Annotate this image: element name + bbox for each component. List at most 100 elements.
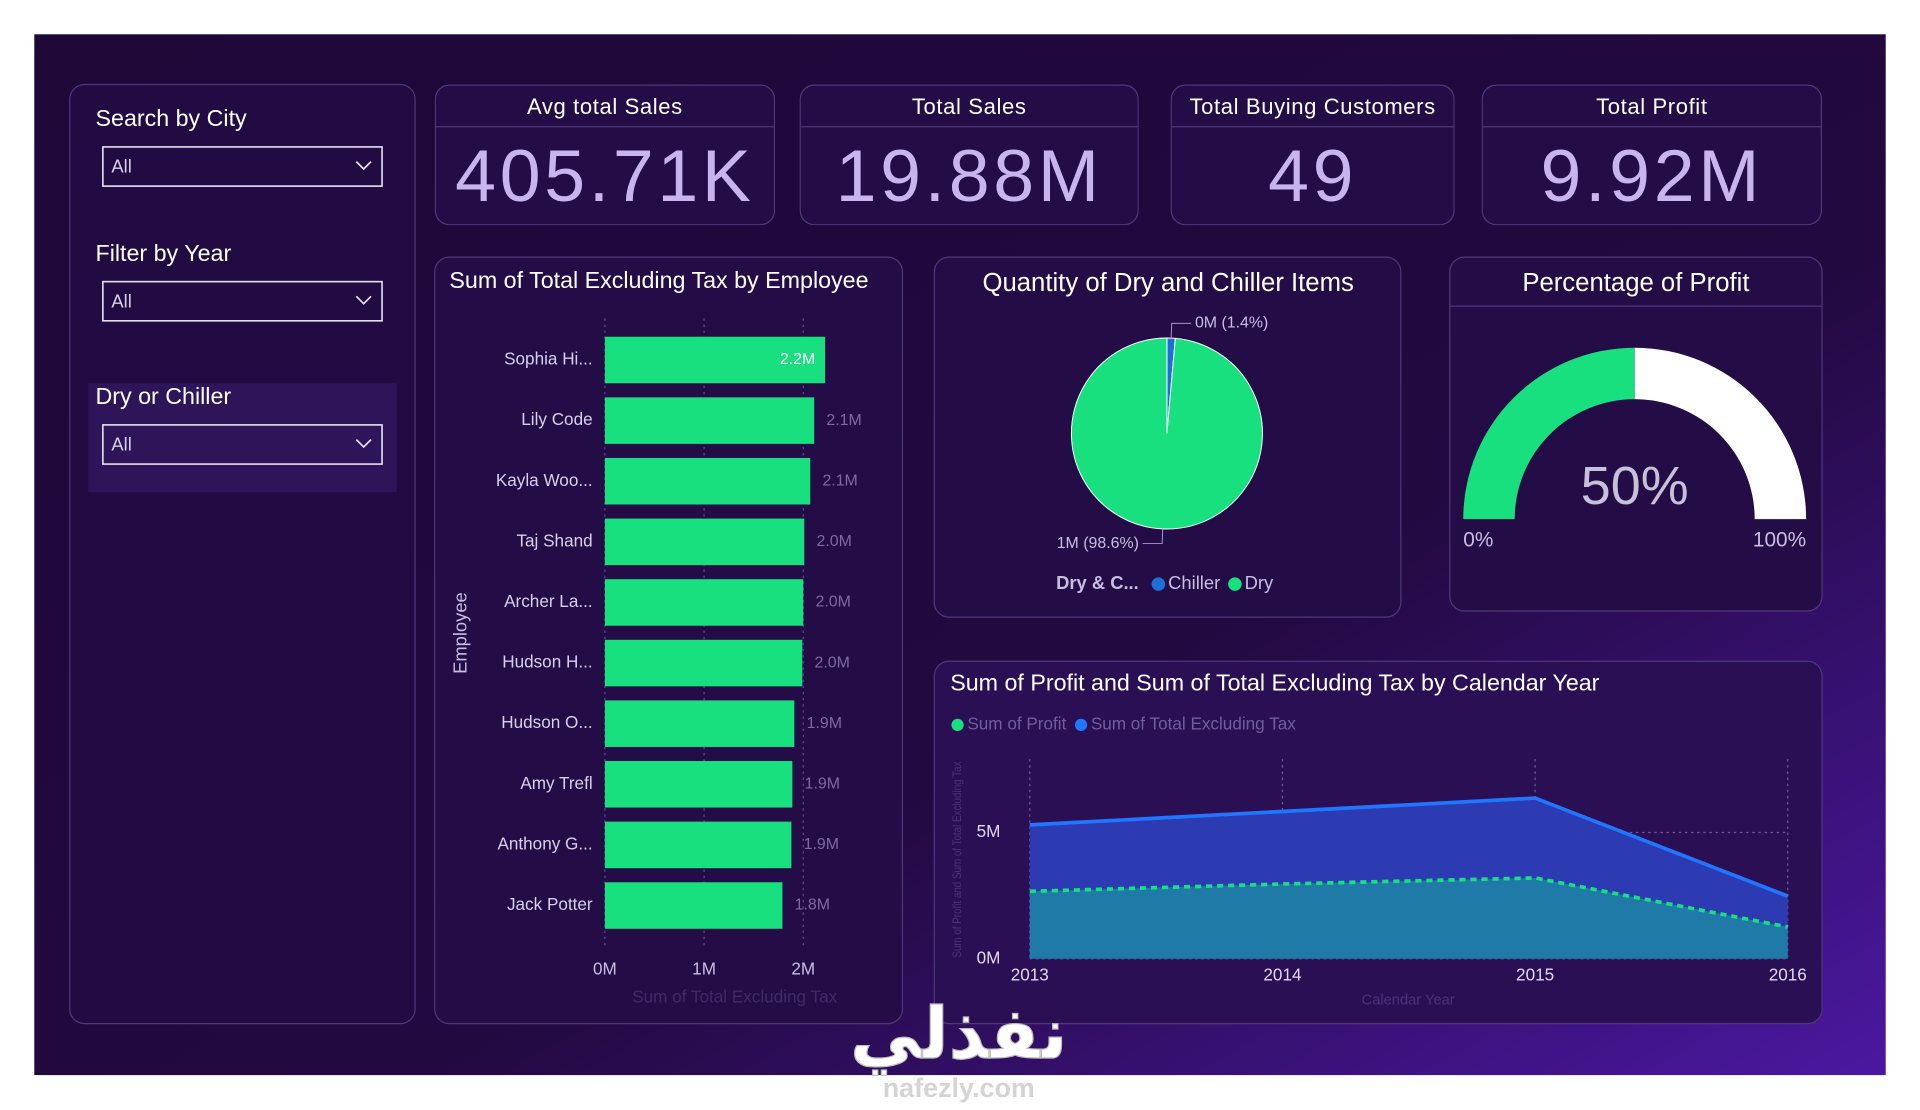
bar <box>604 336 826 384</box>
y-axis-title: Sum of Profit and Sum of Total Excluding… <box>950 762 964 958</box>
kpi-value: 405.71K <box>455 134 755 217</box>
legend-marker <box>1151 577 1166 591</box>
bar <box>604 700 795 747</box>
chart-title: Sum of Profit and Sum of Total Excluding… <box>950 670 1599 696</box>
content: Search by City All Filter by Year All Dry or… <box>96 84 1823 1103</box>
dropdown[interactable] <box>102 280 383 322</box>
data-label: 2.0M <box>815 654 850 671</box>
legend-label: Dry <box>1245 572 1274 593</box>
x-axis-title: Calendar Year <box>1362 992 1455 1008</box>
data-label: 2.1M <box>826 412 861 429</box>
x-tick-label: 0M <box>593 958 617 978</box>
chart-title: Sum of Total Excluding Tax by Employee <box>449 267 868 293</box>
bar <box>604 579 804 626</box>
watermark-text: نفذلي <box>850 992 1067 1076</box>
leader-line <box>1170 322 1192 339</box>
pie-slice <box>1071 337 1263 530</box>
category-label: Kayla Woo... <box>496 470 593 490</box>
line <box>1029 796 1789 898</box>
data-label: 1.9M <box>804 836 839 853</box>
data-label: 1.8M <box>795 897 830 914</box>
bar <box>604 397 815 444</box>
kpi-label: Total Sales <box>800 86 1138 128</box>
area <box>1029 877 1788 959</box>
x-tick-label: 2013 <box>1011 964 1049 984</box>
category-label: Lily Code <box>521 409 592 429</box>
dropdown-chevron <box>355 438 372 449</box>
kpi-value: 49 <box>1268 134 1358 217</box>
kpi-card: Total Buying Customers 49 <box>1170 84 1455 226</box>
bar <box>604 518 805 566</box>
y-tick-label: 5M <box>977 821 1001 841</box>
kpi-label: Avg total Sales <box>435 86 774 128</box>
data-label: 1.9M <box>805 775 840 792</box>
gauge-track <box>1634 347 1807 520</box>
dropdown[interactable] <box>102 424 383 465</box>
kpi-label: Total Profit <box>1482 86 1821 128</box>
data-label: 2.0M <box>817 533 852 550</box>
kpi-card-body: Avg total Sales 405.71K <box>434 84 776 226</box>
data-label: 2.1M <box>822 472 857 489</box>
dropdown-chevron <box>355 161 372 171</box>
data-label: 2.0M <box>816 594 851 611</box>
watermark-site: nafezly.com <box>883 1073 1035 1103</box>
chart-title: Percentage of Profit <box>1522 269 1749 297</box>
category-label: Jack Potter <box>507 894 593 914</box>
y-axis-title: Employee <box>449 592 470 674</box>
legend-label: Sum of Total Excluding Tax <box>1091 713 1296 733</box>
kpi-label: Total Buying Customers <box>1171 86 1454 128</box>
legend-marker <box>1074 718 1088 732</box>
kpi-card-body: Total Buying Customers 49 <box>1170 84 1455 226</box>
bar <box>604 761 793 808</box>
y-tick-label: 0M <box>977 947 1001 967</box>
filter-label: Filter by Year <box>96 240 232 266</box>
kpi-card-body: Total Profit 9.92M <box>1481 84 1823 226</box>
gauge-tick-label: 100% <box>1753 529 1806 552</box>
legend-label: Sum of Profit <box>967 713 1066 733</box>
gauge-card <box>1449 256 1823 612</box>
data-label: 1.9M <box>807 715 842 732</box>
legend-title: Dry & C... <box>1056 572 1139 593</box>
x-tick-label: 2014 <box>1263 964 1302 984</box>
gauge-value <box>1463 347 1635 520</box>
x-tick-label: 1M <box>692 958 716 978</box>
category-label: Hudson O... <box>501 712 592 732</box>
filter-panel <box>69 83 416 1025</box>
kpi-card-body: Total Sales 19.88M <box>799 84 1139 226</box>
legend-marker <box>1228 577 1242 591</box>
kpi-value: 9.92M <box>1540 134 1764 217</box>
bar <box>604 821 792 869</box>
x-tick-label: 2016 <box>1769 964 1807 984</box>
kpi-card: Total Sales 19.88M <box>799 84 1139 226</box>
line <box>1029 876 1789 929</box>
category-label: Hudson H... <box>502 652 592 672</box>
gauge-label: 50% <box>1581 456 1689 516</box>
x-axis-title: Sum of Total Excluding Tax <box>632 986 837 1006</box>
category-label: Sophia Hi... <box>504 349 593 369</box>
dropdown[interactable] <box>102 146 383 187</box>
leader-line <box>1142 528 1164 545</box>
data-label: 0M (1.4%) <box>1195 315 1268 332</box>
dropdown-value: All <box>111 290 131 311</box>
dropdown-chevron <box>355 295 372 305</box>
filter-label: Search by City <box>96 105 248 131</box>
legend-label: Chiller <box>1168 572 1220 593</box>
bar <box>604 882 783 929</box>
x-tick-label: 2015 <box>1516 964 1554 984</box>
filter-highlight <box>88 383 397 493</box>
x-tick-label: 2M <box>791 958 815 978</box>
category-label: Amy Trefl <box>520 773 592 793</box>
dropdown-value: All <box>111 156 131 177</box>
kpi-value: 19.88M <box>835 134 1103 217</box>
bar <box>604 639 803 687</box>
data-label: 2.2M <box>780 351 815 368</box>
gauge-tick-label: 0% <box>1463 529 1493 552</box>
category-label: Archer La... <box>504 591 593 611</box>
bar <box>604 457 811 505</box>
kpi-card: Total Profit 9.92M <box>1481 84 1823 226</box>
kpi-card: Avg total Sales 405.71K <box>434 84 776 226</box>
legend-marker <box>951 718 964 732</box>
filter-label: Dry or Chiller <box>96 383 232 409</box>
